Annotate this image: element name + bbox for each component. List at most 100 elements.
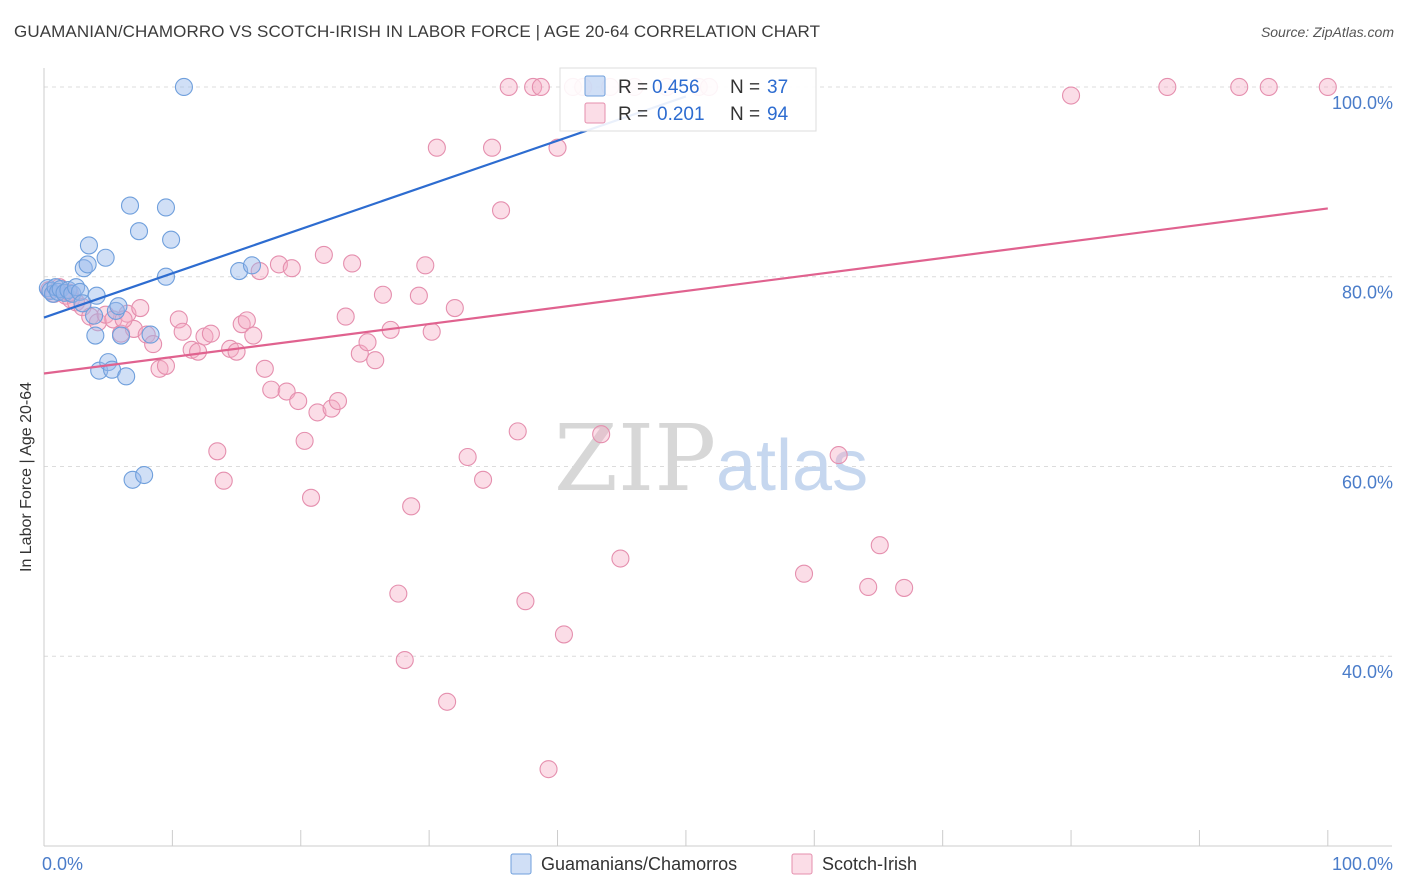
axes <box>43 68 1392 847</box>
scotch-irish-point <box>554 625 573 644</box>
source-label: Source: ZipAtlas.com <box>1260 24 1394 40</box>
scotch-irish-point <box>137 325 156 344</box>
scotch-irish-point <box>516 592 535 611</box>
scotch-irish-point <box>208 442 227 461</box>
y-tick-label: 60.0% <box>1342 472 1393 492</box>
scotch-irish-point <box>499 77 518 97</box>
watermark-atlas: atlas <box>716 426 868 506</box>
guamanian-point <box>123 470 142 489</box>
scotch-irish-point <box>314 245 333 264</box>
guamanian-point <box>242 256 262 275</box>
scotch-irish-point <box>358 333 377 352</box>
guamanian-point <box>111 326 131 345</box>
tick-labels: 100.0% 80.0% 60.0% 40.0% 0.0% 100.0% <box>42 93 1393 874</box>
guamanian-point <box>117 367 136 386</box>
scotch-irish-point <box>859 577 878 597</box>
guamanian-point <box>174 77 193 97</box>
x-tick-label: 100.0% <box>1332 854 1393 874</box>
guamanian-point <box>79 236 98 255</box>
series-legend: Guamanians/Chamorros Scotch-Irish <box>510 853 917 875</box>
scotch-irish-point <box>227 342 246 361</box>
scotch-irish-point <box>255 359 274 378</box>
scotch-irish-point <box>416 256 435 275</box>
stats-legend-box <box>559 67 817 132</box>
scotch-irish-point <box>282 259 301 278</box>
legend-swatch-guamanian <box>510 853 532 875</box>
guamanian-point <box>120 196 140 215</box>
legend-label-scotch-irish: Scotch-Irish <box>822 854 917 874</box>
scotch-irish-point <box>422 322 441 341</box>
scotch-irish-point <box>829 446 848 465</box>
watermark-zip: ZIP <box>554 405 716 512</box>
legend-r-label: R = <box>618 104 648 125</box>
guamanian-point <box>96 248 115 267</box>
scotch-irish-point <box>262 380 281 399</box>
scotch-irish-point <box>201 324 220 343</box>
legend-n-value-guamanian: 37 <box>767 77 788 98</box>
guamanian-point <box>106 301 125 320</box>
guamanian-point <box>86 326 105 345</box>
guamanian-point <box>156 198 176 217</box>
trend-lines <box>43 95 1328 375</box>
scotch-irish-point <box>395 650 414 670</box>
scotch-irish-point <box>343 254 362 273</box>
legend-swatch-guamanian <box>584 75 606 97</box>
scotch-irish-point <box>336 307 355 326</box>
scotch-irish-point <box>322 399 341 418</box>
scotch-irish-point <box>458 447 477 467</box>
scotch-irish-point <box>289 391 308 411</box>
scotch-irish-point <box>531 77 550 97</box>
scotch-irish-point <box>156 356 176 375</box>
legend-n-label: N = <box>730 77 760 98</box>
scotch-irish-trend-line <box>43 207 1328 375</box>
guamanian-point <box>135 465 154 485</box>
guamanian-point <box>156 267 176 286</box>
stats-legend: R = 0.456 N = 37 R = 0.201 N = 94 <box>559 67 817 132</box>
scotch-irish-point <box>173 322 192 341</box>
scotch-irish-point <box>409 286 428 305</box>
scotch-irish-point <box>244 326 263 345</box>
scotch-irish-point <box>189 342 208 361</box>
y-tick-label: 100.0% <box>1332 93 1393 113</box>
legend-r-value-scotch-irish: 0.201 <box>657 104 705 125</box>
scotch-irish-point <box>373 285 392 304</box>
legend-n-label: N = <box>730 104 760 125</box>
scotch-irish-point <box>1259 77 1278 97</box>
scotch-irish-point <box>214 471 233 490</box>
scotch-irish-point <box>366 351 385 370</box>
legend-swatch-scotch-irish <box>584 102 606 124</box>
scotch-irish-point <box>508 422 527 441</box>
scotch-irish-point <box>328 391 348 411</box>
legend-r-label: R = <box>618 77 648 98</box>
scotch-irish-point <box>301 488 321 507</box>
legend-n-value-scotch-irish: 94 <box>767 104 789 125</box>
guamanian-point <box>129 222 149 241</box>
legend-swatch-scotch-irish <box>791 853 813 875</box>
scotch-irish-point <box>895 578 914 597</box>
scotch-irish-point <box>1318 77 1337 97</box>
scotch-irish-point <box>474 470 493 489</box>
scotch-irish-point <box>237 311 256 330</box>
guamanian-trend-line <box>43 95 687 319</box>
guamanian-point <box>162 230 181 249</box>
scotch-irish-point <box>870 536 889 555</box>
scotch-irish-point <box>611 549 630 568</box>
scotch-irish-point <box>1061 86 1081 105</box>
scotch-irish-point <box>295 431 314 450</box>
scotch-irish-point <box>1158 77 1177 97</box>
guamanian-point <box>38 279 57 298</box>
scotch-irish-point <box>427 138 446 157</box>
scotch-irish-point <box>491 201 511 220</box>
guamanian-point <box>78 255 97 274</box>
scotch-irish-point <box>402 497 421 516</box>
guamanian-point <box>109 297 128 316</box>
scotch-irish-point <box>794 564 814 583</box>
scotch-irish-point <box>592 425 611 444</box>
scotch-irish-point <box>524 77 543 97</box>
scotch-irish-point <box>1230 77 1249 97</box>
guamanian-point <box>85 306 104 325</box>
scotch-irish-point <box>445 298 464 318</box>
scotch-irish-point <box>308 403 327 422</box>
watermark: ZIP atlas <box>554 405 868 512</box>
y-tick-label: 80.0% <box>1342 283 1393 303</box>
